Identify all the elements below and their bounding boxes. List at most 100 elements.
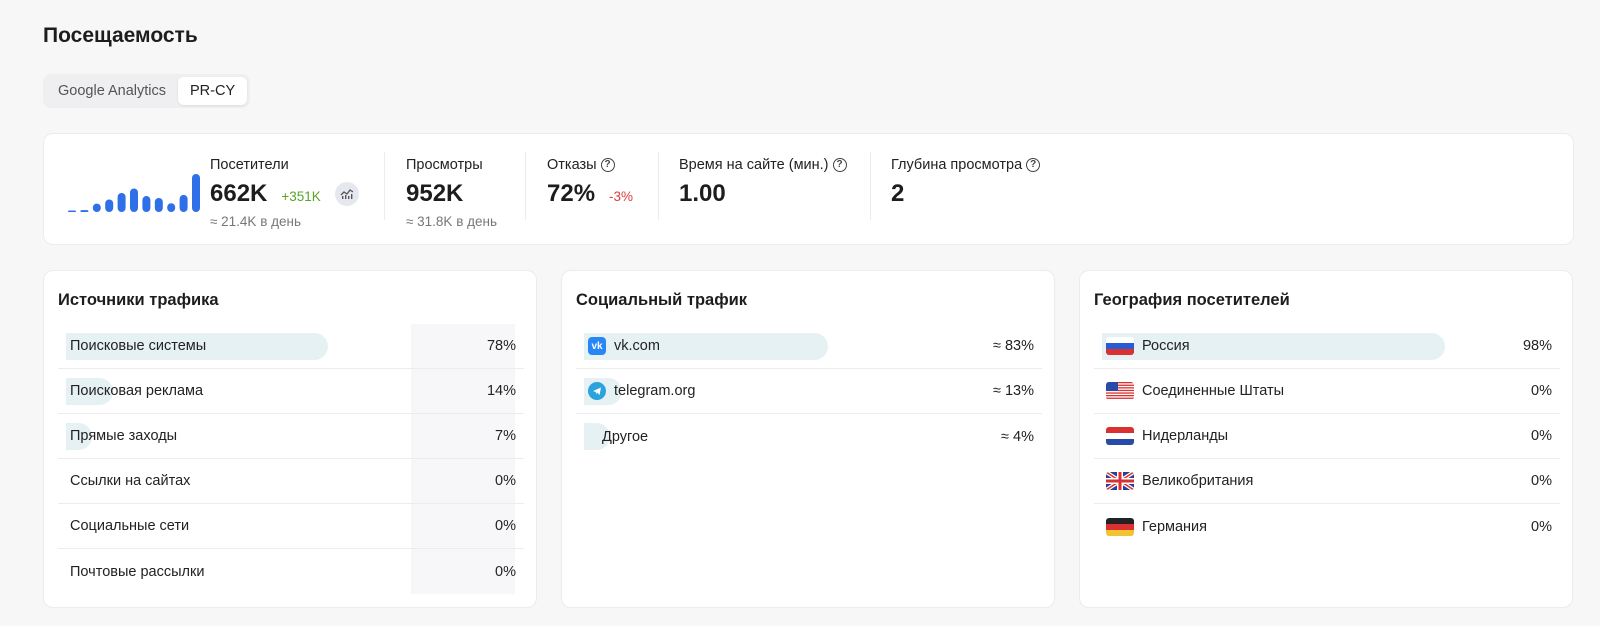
list-item: Россия 98% <box>1094 324 1560 369</box>
stat-bounces-delta: -3% <box>609 189 634 204</box>
divider <box>525 152 526 220</box>
list-item: Поисковые системы 78% <box>58 324 524 369</box>
list-item: Другое ≈ 4% <box>576 414 1042 459</box>
help-icon[interactable]: ? <box>600 158 615 172</box>
list-item-label: Германия <box>1142 518 1208 535</box>
vk-icon: vk <box>588 337 606 355</box>
list-item: Великобритания 0% <box>1094 459 1560 504</box>
stat-views: Просмотры 952K ≈ 31.8K в день <box>406 156 497 229</box>
list-item-label: vk.com <box>614 338 660 354</box>
list-item-value: 7% <box>495 428 516 444</box>
list-item-label: Почтовые рассылки <box>70 563 205 580</box>
share-bar <box>1102 333 1445 360</box>
traffic-sources-panel: Источники трафика Поисковые системы 78% По… <box>43 270 537 608</box>
traffic-sources-title: Источники трафика <box>58 291 219 309</box>
stat-bounces-label: Отказы <box>547 157 597 173</box>
stat-time-label: Время на сайте (мин.) <box>679 157 829 173</box>
list-item-value: 0% <box>495 518 516 534</box>
flag-de-icon <box>1106 517 1134 536</box>
help-icon[interactable]: ? <box>1026 158 1041 172</box>
page-title: Посещаемость <box>43 24 198 47</box>
flag-gb-icon <box>1106 472 1134 490</box>
share-bar <box>584 423 610 450</box>
share-bar <box>66 333 329 360</box>
list-item-label: Ссылки на сайтах <box>70 473 191 489</box>
sparkline-bar <box>130 188 138 212</box>
sparkline-bar <box>68 210 76 212</box>
list-item-label: Россия <box>1142 338 1190 354</box>
list-item-value: ≈ 13% <box>992 383 1034 399</box>
social-traffic-panel: Социальный трафик vk vk.com ≈ 83% telegram.… <box>561 270 1055 608</box>
list-item-label: Великобритания <box>1142 473 1254 489</box>
list-item: Нидерланды 0% <box>1094 414 1560 459</box>
list-item: Германия 0% <box>1094 504 1560 549</box>
sparkline-bar <box>154 197 163 212</box>
list-item-value: 0% <box>1531 383 1552 399</box>
stat-visitors-value: 662K <box>210 180 268 207</box>
tab-pr-cy[interactable]: PR-CY <box>178 77 248 105</box>
list-item: Почтовые рассылки 0% <box>58 549 524 594</box>
divider <box>384 152 385 220</box>
share-bar <box>66 378 114 405</box>
list-item-label: Другое <box>602 428 649 445</box>
list-item-label: Соединенные Штаты <box>1142 383 1285 399</box>
traffic-sources-list: Поисковые системы 78% Поисковая реклама 14%… <box>58 324 524 594</box>
stat-bounces: Отказы ? 72% -3% <box>547 156 633 208</box>
divider <box>658 152 659 220</box>
sparkline-bar <box>80 210 89 212</box>
stats-card: Посетители 662K +351K ≈ 21.4K в день Про… <box>43 133 1574 245</box>
stat-visitors-delta: +351K <box>281 189 321 204</box>
list-item: vk vk.com ≈ 83% <box>576 324 1042 369</box>
tab-google-analytics[interactable]: Google Analytics <box>58 83 167 99</box>
list-item-value: 14% <box>486 383 516 399</box>
list-item: telegram.org ≈ 13% <box>576 369 1042 414</box>
share-bar <box>584 333 829 360</box>
flag-us-icon <box>1106 382 1134 400</box>
flag-nl-icon <box>1106 427 1134 445</box>
stat-depth-value: 2 <box>891 180 905 207</box>
stat-time: Время на сайте (мин.) ? 1.00 <box>679 156 847 208</box>
sparkline-bar <box>92 203 101 212</box>
stat-depth-label: Глубина просмотра <box>891 157 1023 173</box>
list-item-value: 0% <box>495 473 516 489</box>
sparkline-bar <box>179 194 188 212</box>
stat-visitors-per-day: ≈ 21.4K в день <box>210 214 301 229</box>
list-item: Ссылки на сайтах 0% <box>58 459 524 504</box>
telegram-icon <box>588 382 606 400</box>
sources-value-column <box>411 324 515 594</box>
geography-list: Россия 98% Соединенные Штаты 0% Нидерланды 0%… <box>1094 324 1560 549</box>
share-bar <box>66 423 92 450</box>
chart-icon[interactable] <box>334 182 359 206</box>
social-traffic-title: Социальный трафик <box>576 291 748 309</box>
stat-views-value: 952K <box>406 180 464 207</box>
social-traffic-list: vk vk.com ≈ 83% telegram.org ≈ 13% Другое ≈ 4% <box>576 324 1042 459</box>
divider <box>870 152 871 220</box>
sparkline-bar <box>167 203 176 212</box>
sparkline-bar <box>192 174 200 212</box>
list-item-label: Прямые заходы <box>70 428 178 444</box>
list-item-value: 0% <box>1531 473 1552 489</box>
list-item-label: telegram.org <box>614 383 696 399</box>
list-item-value: 0% <box>1531 518 1552 535</box>
stat-views-label: Просмотры <box>406 157 483 173</box>
list-item-value: 98% <box>1522 338 1552 354</box>
list-item: Социальные сети 0% <box>58 504 524 549</box>
list-item-value: 78% <box>486 338 516 354</box>
stat-visitors-label: Посетители <box>210 157 289 173</box>
sparkline-bar <box>142 196 151 212</box>
help-icon[interactable]: ? <box>832 158 847 172</box>
list-item: Поисковая реклама 14% <box>58 369 524 414</box>
stat-time-value: 1.00 <box>679 180 726 207</box>
list-item-value: ≈ 4% <box>1001 428 1034 445</box>
other-icon <box>588 428 594 446</box>
list-item-label: Поисковая реклама <box>70 383 204 399</box>
stat-visitors: Посетители 662K +351K ≈ 21.4K в день <box>210 156 359 229</box>
sparkline-bar <box>117 193 126 212</box>
sparkline-bar <box>105 199 114 212</box>
stat-bounces-value: 72% <box>547 180 596 207</box>
geography-panel: География посетителей Россия 98% Соединенн… <box>1079 270 1573 608</box>
list-item-label: Нидерланды <box>1142 428 1229 444</box>
stat-depth: Глубина просмотра ? 2 <box>891 156 1041 208</box>
list-item: Соединенные Штаты 0% <box>1094 369 1560 414</box>
list-item-value: ≈ 83% <box>992 338 1034 354</box>
